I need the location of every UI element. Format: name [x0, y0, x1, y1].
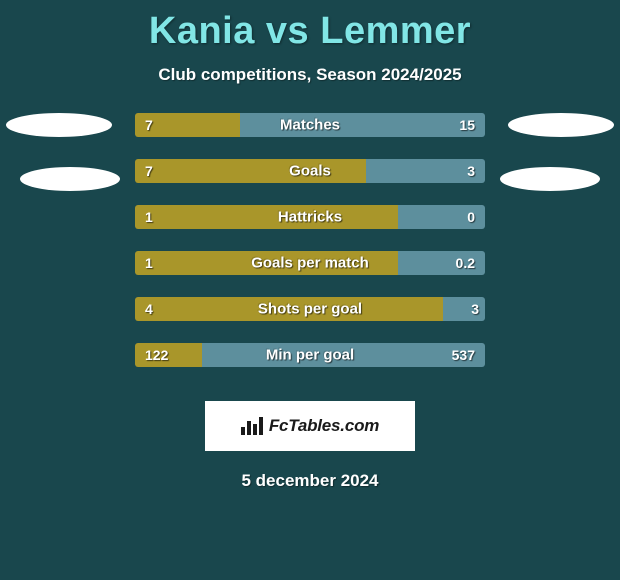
page-title: Kania vs Lemmer — [149, 10, 471, 53]
decorative-oval — [508, 113, 614, 137]
stat-left-value: 4 — [135, 301, 163, 317]
stat-bar-row: 10.2Goals per match — [135, 251, 485, 275]
comparison-infographic: Kania vs Lemmer Club competitions, Seaso… — [0, 0, 620, 580]
bar-chart-icon — [241, 417, 263, 435]
date-text: 5 december 2024 — [241, 471, 378, 491]
stat-right-value: 537 — [442, 347, 485, 363]
stat-bar-row: 10Hattricks — [135, 205, 485, 229]
stat-bar-row: 122537Min per goal — [135, 343, 485, 367]
stat-right-value: 0.2 — [446, 255, 485, 271]
stat-right-value: 3 — [457, 163, 485, 179]
decorative-oval — [500, 167, 600, 191]
stat-bar-right-segment: 3 — [366, 159, 485, 183]
stat-left-value: 122 — [135, 347, 178, 363]
stat-bar-right-segment: 0 — [398, 205, 486, 229]
stat-bar-left-segment: 122 — [135, 343, 202, 367]
stat-right-value: 15 — [449, 117, 485, 133]
stat-bar-right-segment: 0.2 — [398, 251, 486, 275]
stat-bar-left-segment: 1 — [135, 251, 398, 275]
stat-left-value: 1 — [135, 209, 163, 225]
chart-area: 715Matches73Goals10Hattricks10.2Goals pe… — [0, 113, 620, 373]
stat-bar-right-segment: 15 — [240, 113, 485, 137]
stat-bar-left-segment: 7 — [135, 159, 366, 183]
stat-bar-left-segment: 1 — [135, 205, 398, 229]
stat-bar-left-segment: 7 — [135, 113, 240, 137]
bar-chart: 715Matches73Goals10Hattricks10.2Goals pe… — [135, 113, 485, 367]
decorative-oval — [6, 113, 112, 137]
stat-bar-row: 73Goals — [135, 159, 485, 183]
stat-left-value: 1 — [135, 255, 163, 271]
stat-bar-left-segment: 4 — [135, 297, 443, 321]
stat-bar-right-segment: 3 — [443, 297, 485, 321]
stat-bar-right-segment: 537 — [202, 343, 486, 367]
page-subtitle: Club competitions, Season 2024/2025 — [158, 65, 461, 85]
stat-right-value: 0 — [457, 209, 485, 225]
decorative-oval — [20, 167, 120, 191]
stat-bar-row: 43Shots per goal — [135, 297, 485, 321]
fctables-logo: FcTables.com — [205, 401, 415, 451]
logo-text: FcTables.com — [269, 416, 379, 436]
stat-left-value: 7 — [135, 163, 163, 179]
stat-right-value: 3 — [465, 301, 485, 317]
stat-left-value: 7 — [135, 117, 163, 133]
stat-bar-row: 715Matches — [135, 113, 485, 137]
